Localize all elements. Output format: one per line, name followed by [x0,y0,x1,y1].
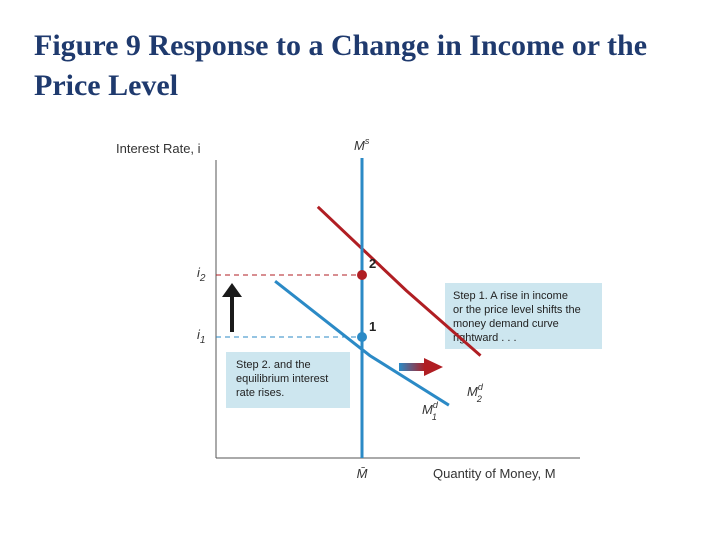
step1-note-box [445,283,602,349]
equilibrium-label-1: 1 [369,319,376,334]
equilibrium-label-2: 2 [369,256,376,271]
slide-title: Figure 9 Response to a Change in Income … [34,29,648,102]
x-tick-label: M̄ [357,466,368,481]
equilibrium-point-2 [357,270,367,280]
step2-note-text: Step 2. and the equilibrium interest rat… [236,359,331,399]
step2-note-box [226,352,350,408]
supply-curve-label: Ms [354,136,370,153]
equilibrium-point-1 [357,332,367,342]
rate-rise-arrow [222,283,242,332]
md1-curve-label: Md 1 [422,400,439,422]
step1-note-text: Step 1. A rise in income or the price le… [453,290,584,344]
money-demand-curve-1 [274,280,450,407]
y-axis-title: Interest Rate, i [116,141,201,156]
demand-shift-arrow [399,358,443,376]
x-axis-title: Quantity of Money, M [433,466,556,481]
y-tick-label-i2: i2 [197,265,206,284]
y-tick-label-i1: i1 [197,327,205,346]
md2-curve-label: Md 2 [467,382,484,404]
money-demand-curve-2 [316,205,482,357]
